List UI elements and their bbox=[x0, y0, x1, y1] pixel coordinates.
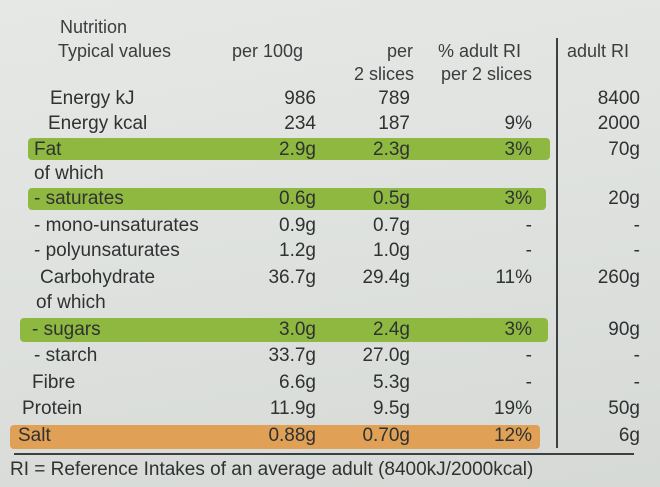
row-adult-ri: 90g bbox=[608, 319, 640, 340]
saturates-highlight bbox=[28, 188, 546, 210]
footer-divider bbox=[14, 453, 634, 455]
row-per-2-slices: 2.4g bbox=[373, 319, 410, 340]
row-per-100g: 33.7g bbox=[268, 345, 316, 366]
row-name: Protein bbox=[22, 398, 83, 419]
row-percent-ri: 9% bbox=[504, 113, 532, 134]
row-adult-ri: - bbox=[633, 215, 640, 236]
table-title: Nutrition bbox=[60, 17, 128, 37]
header-per-100g: per 100g bbox=[232, 41, 304, 61]
row-name: Salt bbox=[18, 425, 51, 446]
row-percent-ri: - bbox=[525, 372, 532, 393]
footer-note: RI = Reference Intakes of an average adu… bbox=[10, 459, 534, 480]
row-per-100g: 0.6g bbox=[279, 188, 316, 209]
row-per-100g: 36.7g bbox=[268, 267, 316, 288]
row-per-100g: 1.2g bbox=[279, 240, 316, 261]
row-adult-ri: 50g bbox=[608, 398, 640, 419]
row-percent-ri: 19% bbox=[493, 398, 532, 419]
row-name: Energy kcal bbox=[48, 113, 148, 134]
row-per-100g: 2.9g bbox=[279, 139, 316, 160]
row-per-2-slices: 5.3g bbox=[373, 372, 410, 393]
row-adult-ri: 6g bbox=[618, 425, 640, 446]
header-ri-line1: % adult RI bbox=[438, 41, 522, 61]
row-per-100g: 11.9g bbox=[269, 398, 316, 419]
row-per-100g: 0.88g bbox=[268, 425, 316, 446]
row-per-2-slices: 0.5g bbox=[373, 188, 410, 209]
row-adult-ri: - bbox=[633, 240, 640, 261]
row-name: - mono-unsaturates bbox=[34, 215, 199, 236]
row-per-2-slices: 0.7g bbox=[373, 215, 410, 236]
row-name: - saturates bbox=[34, 188, 124, 209]
row-adult-ri: 8400 bbox=[597, 88, 640, 109]
row-adult-ri: 260g bbox=[597, 267, 640, 288]
row-adult-ri: 20g bbox=[608, 188, 640, 209]
row-percent-ri: - bbox=[525, 345, 532, 366]
row-per-100g: 3.0g bbox=[279, 319, 316, 340]
row-name: - sugars bbox=[32, 319, 101, 340]
row-per-100g: 986 bbox=[284, 88, 316, 109]
row-percent-ri: - bbox=[525, 215, 532, 236]
row-name: - starch bbox=[34, 345, 98, 366]
header-per-2-slices-line2: 2 slices bbox=[353, 64, 414, 84]
row-per-2-slices: 187 bbox=[378, 113, 410, 134]
row-percent-ri: 12% bbox=[493, 425, 532, 446]
row-adult-ri: - bbox=[633, 345, 640, 366]
row-name: Carbohydrate bbox=[40, 267, 156, 288]
column-divider bbox=[556, 38, 558, 448]
row-per-2-slices: 789 bbox=[378, 88, 410, 109]
row-percent-ri: 11% bbox=[495, 267, 532, 288]
row-percent-ri: 3% bbox=[504, 139, 532, 160]
header-typical-values: Typical values bbox=[58, 41, 172, 61]
row-adult-ri: 70g bbox=[608, 139, 640, 160]
row-per-100g: 0.9g bbox=[279, 215, 316, 236]
row-percent-ri: 3% bbox=[504, 319, 532, 340]
row-per-2-slices: 29.4g bbox=[362, 267, 410, 288]
row-name: - polyunsaturates bbox=[34, 240, 180, 261]
row-name: Fibre bbox=[32, 372, 76, 393]
header-ri-line2: per 2 slices bbox=[441, 64, 533, 84]
row-per-2-slices: 27.0g bbox=[362, 345, 410, 366]
row-name: of which bbox=[34, 163, 104, 184]
row-name: Fat bbox=[34, 139, 62, 160]
row-per-2-slices: 1.0g bbox=[373, 240, 410, 261]
row-per-2-slices: 0.70g bbox=[362, 425, 410, 446]
header-adult-ri: adult RI bbox=[567, 41, 630, 61]
row-adult-ri: - bbox=[633, 372, 640, 393]
row-per-100g: 234 bbox=[284, 113, 316, 134]
row-name: of which bbox=[36, 292, 106, 313]
salt-highlight bbox=[10, 425, 540, 449]
row-adult-ri: 2000 bbox=[597, 113, 640, 134]
row-name: Energy kJ bbox=[50, 88, 135, 109]
row-per-100g: 6.6g bbox=[279, 372, 316, 393]
row-per-2-slices: 2.3g bbox=[373, 139, 410, 160]
row-percent-ri: 3% bbox=[504, 188, 532, 209]
row-percent-ri: - bbox=[525, 240, 532, 261]
fat-highlight bbox=[28, 138, 550, 160]
sugars-highlight bbox=[20, 318, 548, 342]
header-per-2-slices-line1: per bbox=[386, 41, 413, 61]
row-per-2-slices: 9.5g bbox=[373, 398, 410, 419]
